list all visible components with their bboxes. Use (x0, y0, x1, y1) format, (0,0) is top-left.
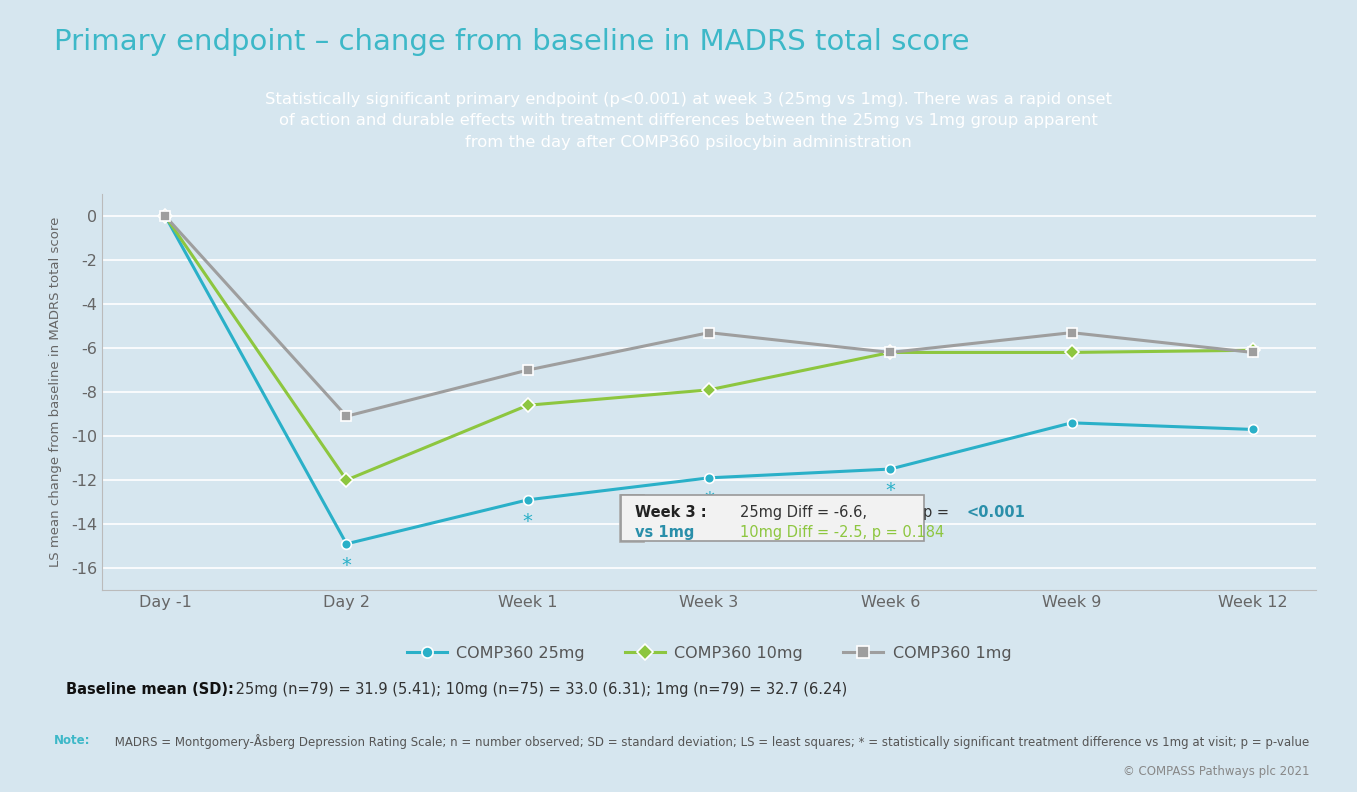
Text: © COMPASS Pathways plc 2021: © COMPASS Pathways plc 2021 (1124, 765, 1310, 778)
Text: Note:: Note: (54, 734, 91, 747)
Text: *: * (885, 481, 896, 500)
Text: 25mg (n=79) = 31.9 (5.41); 10mg (n=75) = 33.0 (6.31); 1mg (n=79) = 32.7 (6.24): 25mg (n=79) = 31.9 (5.41); 10mg (n=75) =… (231, 683, 847, 697)
Text: Week 3 :: Week 3 : (635, 505, 707, 520)
Text: Primary endpoint – change from baseline in MADRS total score: Primary endpoint – change from baseline … (54, 28, 970, 55)
Text: Week 3 : 25mg Diff = -6.6,  p = <0.001
vs 1mg   10mg Diff = -2.5, p = 0.184: Week 3 : 25mg Diff = -6.6, p = <0.001 vs… (627, 502, 917, 535)
Text: 10mg Diff = -2.5, p = 0.184: 10mg Diff = -2.5, p = 0.184 (740, 525, 944, 540)
Text: *: * (704, 490, 714, 509)
Text: MADRS = Montgomery-Åsberg Depression Rating Scale; n = number observed; SD = sta: MADRS = Montgomery-Åsberg Depression Rat… (111, 734, 1310, 749)
Text: Statistically significant primary endpoint (p<0.001) at week 3 (25mg vs 1mg). Th: Statistically significant primary endpoi… (265, 92, 1113, 150)
Text: 25mg Diff = -6.6,: 25mg Diff = -6.6, (740, 505, 867, 520)
Text: vs 1mg: vs 1mg (635, 525, 693, 540)
Legend: COMP360 25mg, COMP360 10mg, COMP360 1mg: COMP360 25mg, COMP360 10mg, COMP360 1mg (400, 639, 1018, 667)
Text: *: * (342, 556, 351, 575)
Text: Baseline mean (SD):: Baseline mean (SD): (66, 683, 233, 697)
Text: p =: p = (923, 505, 949, 520)
Text: *: * (522, 512, 533, 531)
Text: <0.001: <0.001 (966, 505, 1026, 520)
Y-axis label: LS mean change from baseline in MADRS total score: LS mean change from baseline in MADRS to… (49, 217, 62, 567)
